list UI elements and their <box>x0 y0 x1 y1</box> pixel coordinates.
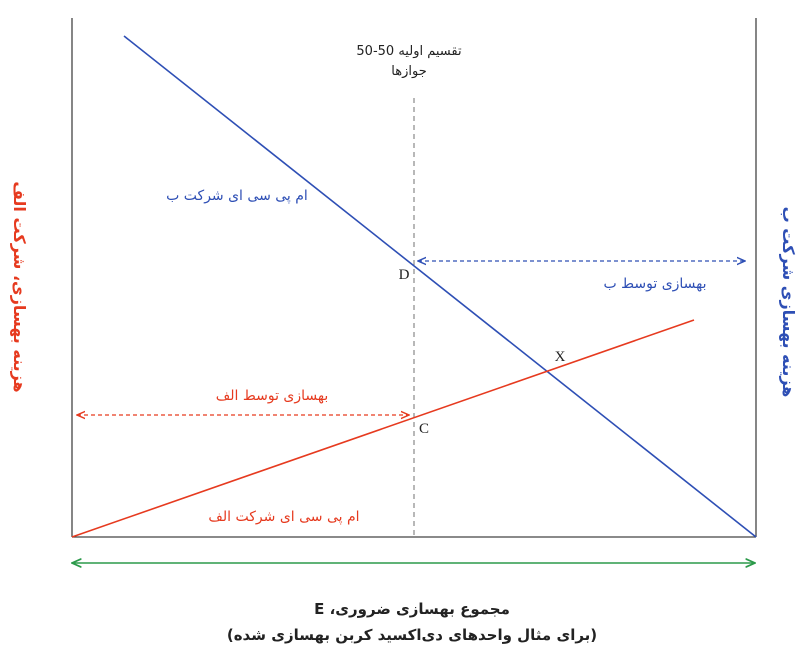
right-axis-title: هزینه بهسازی شرکت ب <box>779 207 798 398</box>
point-x-label: X <box>555 349 566 365</box>
abatement-by-b-label: بهسازی توسط ب <box>603 276 706 292</box>
point-c-label: C <box>419 421 429 437</box>
mpc-a-label: ام پی سی ای شرکت الف <box>208 509 359 525</box>
initial-split-label-line2: جوازها <box>391 64 426 79</box>
mpc-b-label: ام پی سی ای شرکت ب <box>166 188 308 204</box>
x-axis-title-line1: مجموع بهسازی ضروری، E <box>314 600 510 618</box>
abatement-by-a-label: بهسازی توسط الف <box>216 388 329 404</box>
mpc-a-line <box>71 319 695 538</box>
point-d-label: D <box>399 267 410 283</box>
initial-split-label-line1: تقسیم اولیه 50-50 <box>356 44 462 59</box>
x-axis-title-line2: (برای مثال واحدهای دی‌اکسید کربن بهسازی … <box>227 626 597 644</box>
left-axis-title: هزینه بهسازی، شرکت الف <box>10 181 29 392</box>
mpc-b-line <box>123 35 757 538</box>
